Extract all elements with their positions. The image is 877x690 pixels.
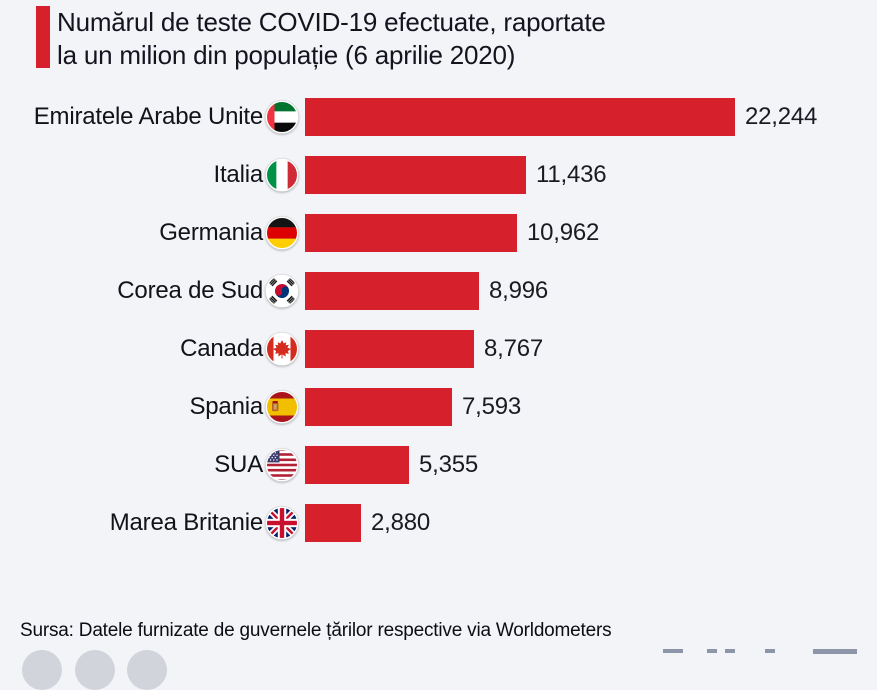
cutoff-social-icon xyxy=(22,650,62,690)
chart-header: Numărul de teste COVID-19 efectuate, rap… xyxy=(0,0,877,71)
chart-row: Spania 7,593 xyxy=(0,388,877,426)
country-label: Spania xyxy=(189,393,263,420)
value-bar xyxy=(305,272,479,310)
cutoff-social-icon xyxy=(127,650,167,690)
value-label: 11,436 xyxy=(536,161,607,188)
chart-row: Germania 10,962 xyxy=(0,214,877,252)
value-bar xyxy=(305,446,409,484)
cutoff-logo-mark xyxy=(707,649,717,653)
chart-row: Canada 8,767 xyxy=(0,330,877,368)
value-bar xyxy=(305,330,474,368)
flag-ca-icon xyxy=(265,332,299,366)
country-label: Canada xyxy=(180,335,263,362)
value-label: 22,244 xyxy=(745,103,818,130)
chart-rows: Emiratele Arabe Unite 22,244 Italia 11,436 G… xyxy=(0,98,877,542)
value-label: 5,355 xyxy=(419,451,479,478)
chart-row: Emiratele Arabe Unite 22,244 xyxy=(0,98,877,136)
value-label: 7,593 xyxy=(462,393,522,420)
country-label: Germania xyxy=(159,219,263,246)
chart-row: Corea de Sud 8,996 xyxy=(0,272,877,310)
country-label: Italia xyxy=(213,161,264,188)
value-bar xyxy=(305,98,735,136)
cutoff-logo-mark xyxy=(725,649,735,653)
chart-row: Marea Britanie 2,880 xyxy=(0,504,877,542)
value-label: 10,962 xyxy=(527,219,600,246)
value-label: 8,767 xyxy=(484,335,544,362)
cutoff-social-icon xyxy=(75,650,115,690)
flag-us-icon xyxy=(265,448,299,482)
source-text: Sursa: Datele furnizate de guvernele țăr… xyxy=(20,620,612,641)
chart-row: SUA 5,355 xyxy=(0,446,877,484)
flag-es-icon xyxy=(265,390,299,424)
value-bar xyxy=(305,388,452,426)
cutoff-logo-block xyxy=(813,649,857,654)
cutoff-logo-mark xyxy=(663,649,683,653)
flag-de-icon xyxy=(265,216,299,250)
chart-title-line1: Numărul de teste COVID-19 efectuate, rap… xyxy=(57,7,606,37)
chart-row: Italia 11,436 xyxy=(0,156,877,194)
flag-it-icon xyxy=(265,158,299,192)
flag-kr-icon xyxy=(265,274,299,308)
flag-gb-icon xyxy=(265,506,299,540)
value-bar xyxy=(305,504,361,542)
cutoff-logo-mark xyxy=(765,649,775,653)
flag-ae-icon xyxy=(265,100,299,134)
country-label: SUA xyxy=(214,451,263,478)
chart-title-line2: la un milion din populație (6 aprilie 20… xyxy=(57,39,516,70)
value-label: 8,996 xyxy=(489,277,549,304)
country-label: Marea Britanie xyxy=(109,509,263,536)
title-accent-bar xyxy=(36,6,50,68)
value-label: 2,880 xyxy=(371,509,431,536)
value-bar xyxy=(305,214,517,252)
chart-title: Numărul de teste COVID-19 efectuate, rap… xyxy=(57,6,606,71)
value-bar xyxy=(305,156,526,194)
country-label: Corea de Sud xyxy=(117,277,263,304)
country-label: Emiratele Arabe Unite xyxy=(33,103,263,130)
